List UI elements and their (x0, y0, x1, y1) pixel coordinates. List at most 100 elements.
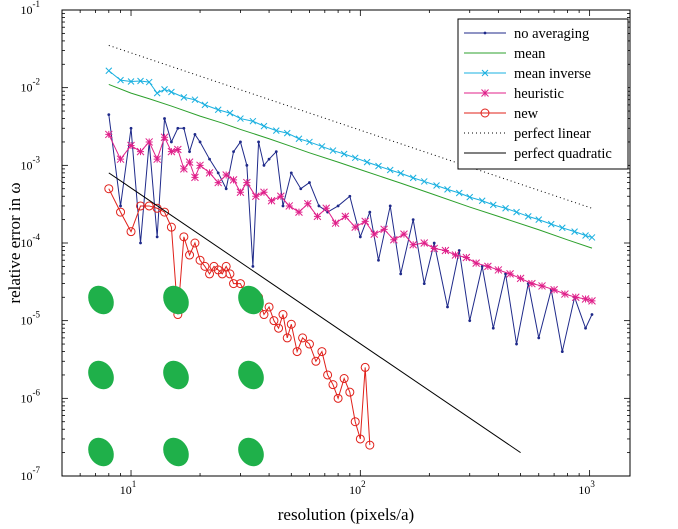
data-point (226, 109, 234, 117)
data-point (513, 208, 520, 216)
data-point (281, 204, 285, 208)
data-point (524, 213, 532, 220)
data-point (168, 88, 175, 96)
data-point (329, 147, 337, 154)
data-point (516, 274, 525, 283)
data-point (198, 140, 202, 144)
data-point (274, 150, 278, 154)
data-point (441, 246, 450, 255)
data-point (136, 201, 146, 211)
data-point (303, 199, 312, 208)
data-point (388, 204, 392, 208)
legend-label: perfect quadratic (514, 146, 612, 162)
data-point (170, 140, 173, 144)
data-point (481, 89, 489, 97)
data-point (389, 235, 398, 244)
series-line (108, 134, 593, 302)
data-point (272, 127, 280, 134)
data-point (259, 310, 269, 320)
data-point (292, 347, 302, 357)
data-point (173, 145, 182, 154)
data-point (144, 201, 154, 211)
data-point (380, 225, 388, 234)
green-ellipse (88, 437, 114, 467)
data-point (478, 197, 486, 205)
data-point (299, 187, 303, 191)
green-ellipse (238, 360, 264, 390)
data-point (455, 189, 463, 197)
data-point (235, 279, 245, 289)
data-point (145, 78, 153, 86)
data-point (446, 305, 449, 309)
data-point (504, 272, 507, 276)
data-point (351, 154, 359, 162)
data-point (126, 227, 136, 237)
legend-entry-perfect-linear: perfect linear (464, 126, 591, 142)
data-point (502, 204, 509, 212)
data-point (351, 223, 360, 232)
data-point (480, 108, 490, 118)
data-point (420, 178, 428, 185)
data-point (331, 219, 340, 228)
data-point (295, 135, 303, 143)
data-point (409, 240, 418, 249)
data-point (306, 138, 313, 146)
data-point (397, 169, 405, 177)
data-point (221, 261, 231, 271)
data-point (358, 235, 362, 239)
data-point (193, 133, 197, 136)
data-point (561, 290, 569, 298)
data-point (216, 171, 220, 175)
data-point (145, 138, 154, 146)
data-point (560, 350, 564, 353)
series-mean (108, 83, 593, 249)
green-ellipse (88, 285, 114, 315)
data-point (588, 296, 596, 305)
data-point (451, 251, 460, 259)
data-point (276, 192, 285, 201)
data-point (224, 187, 228, 191)
data-point (229, 176, 238, 184)
data-point (160, 207, 170, 217)
data-point (185, 250, 195, 260)
data-point (214, 178, 223, 187)
legend-entry-new: new (464, 106, 539, 122)
data-point (185, 158, 194, 166)
x-tick-exponent: 1 (132, 479, 137, 489)
data-point (400, 230, 408, 239)
data-point (117, 76, 124, 84)
x-tick-exponent: 2 (361, 479, 366, 489)
series-perfect-quadratic (108, 172, 521, 454)
data-point (295, 208, 303, 216)
data-point (550, 285, 558, 294)
data-point (444, 186, 451, 193)
data-point (355, 434, 365, 444)
data-point (205, 169, 214, 177)
green-ellipse (163, 437, 189, 467)
data-point (249, 117, 257, 125)
data-point (348, 194, 352, 198)
data-point (420, 239, 429, 247)
data-point (304, 339, 314, 349)
data-point (262, 163, 266, 167)
data-point (547, 220, 555, 228)
data-point (267, 157, 271, 161)
data-point (363, 158, 371, 166)
data-point (535, 216, 543, 223)
data-point (236, 188, 245, 197)
data-point (188, 150, 191, 154)
y-tick-exponent: -6 (33, 387, 41, 397)
data-point (161, 86, 168, 93)
data-point (582, 232, 589, 239)
legend-entry-heuristic: heuristic (464, 86, 564, 102)
series-heuristic (104, 130, 596, 305)
data-point (328, 380, 338, 390)
data-point (365, 440, 375, 450)
data-point (201, 101, 209, 109)
data-point (251, 192, 260, 201)
data-point (180, 165, 188, 173)
data-point (462, 253, 471, 262)
data-point (422, 282, 426, 286)
data-point (104, 184, 114, 194)
